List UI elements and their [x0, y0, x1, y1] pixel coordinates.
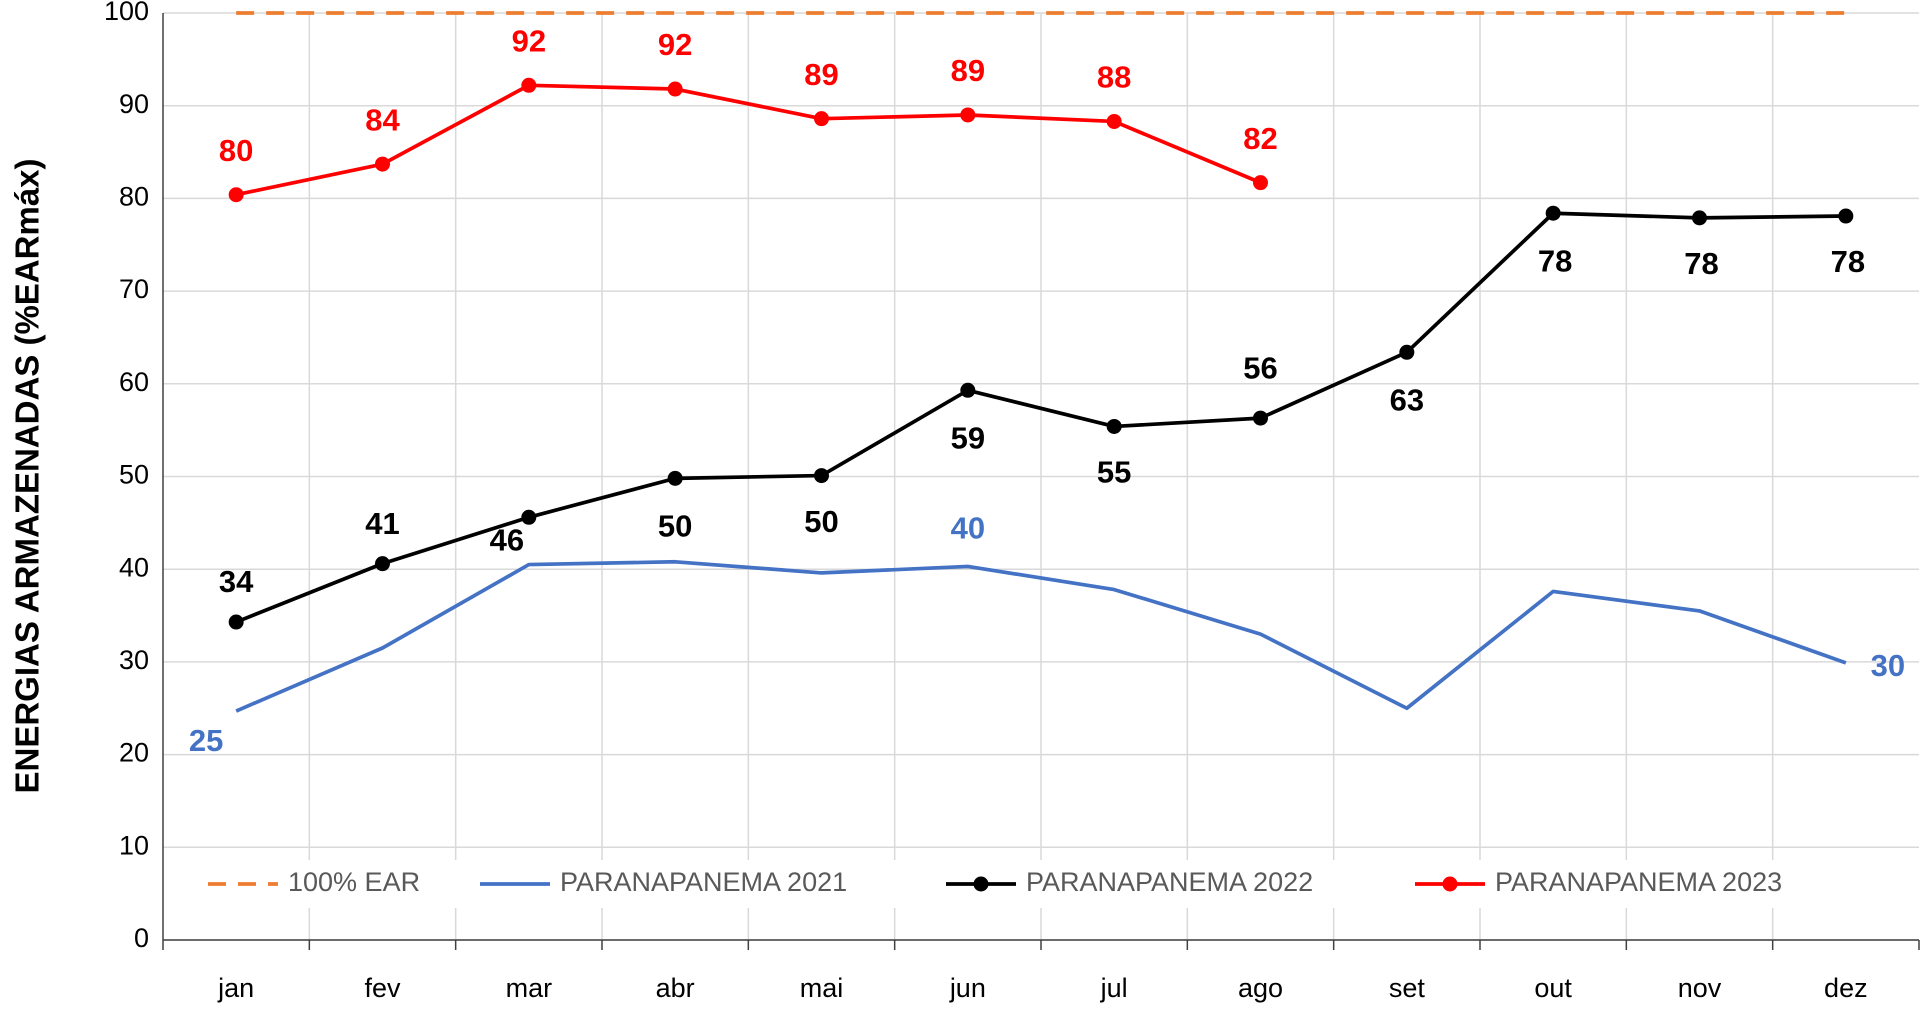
legend-marker: [1442, 876, 1458, 892]
x-tick-label: fev: [364, 973, 401, 1003]
marker: [1106, 418, 1122, 434]
x-tick-label: jul: [1100, 973, 1128, 1003]
data-label: 78: [1684, 246, 1718, 281]
marker: [814, 468, 829, 484]
data-label: 55: [1097, 455, 1131, 490]
marker: [228, 614, 244, 630]
x-tick-label: mar: [506, 973, 553, 1003]
y-tick-label: 60: [119, 367, 149, 397]
marker: [375, 156, 390, 172]
data-label: 34: [219, 564, 254, 599]
legend-label: PARANAPANEMA 2021: [560, 867, 847, 897]
marker: [960, 107, 976, 123]
marker: [1253, 175, 1268, 191]
x-tick-label: out: [1534, 973, 1572, 1003]
x-tick-label: jan: [217, 973, 254, 1003]
legend-label: PARANAPANEMA 2023: [1495, 867, 1782, 897]
data-label: 84: [365, 102, 400, 137]
series-line: [235, 211, 1846, 624]
y-tick-label: 40: [119, 552, 149, 582]
y-tick-label: 70: [119, 274, 149, 304]
data-label: 50: [804, 504, 838, 539]
data-label: 88: [1097, 60, 1131, 95]
data-label: 78: [1538, 243, 1572, 278]
data-label: 92: [512, 23, 546, 58]
legend-label: PARANAPANEMA 2022: [1026, 867, 1313, 897]
data-label: 56: [1243, 350, 1277, 385]
series-line: [235, 83, 1262, 197]
marker: [667, 81, 683, 97]
data-label: 89: [804, 57, 838, 92]
marker: [814, 111, 829, 127]
y-tick-label: 30: [119, 645, 149, 675]
y-axis-title: ENERGIAS ARMAZENADAS (%EARmáx): [9, 158, 46, 793]
x-tick-label: mai: [800, 973, 844, 1003]
data-label: 30: [1871, 648, 1905, 683]
data-label: 46: [490, 522, 524, 557]
data-label: 78: [1831, 244, 1865, 279]
series-line: [235, 559, 1847, 713]
marker: [1838, 208, 1854, 224]
x-tick-label: set: [1389, 973, 1426, 1003]
y-tick-label: 90: [119, 89, 149, 119]
x-tick-label: abr: [656, 973, 695, 1003]
data-label: 59: [951, 420, 985, 455]
data-label: 63: [1390, 382, 1424, 417]
legend-label: 100% EAR: [288, 867, 420, 897]
y-tick-label: 20: [119, 738, 149, 768]
x-tick-label: ago: [1238, 973, 1283, 1003]
data-label: 40: [951, 511, 985, 546]
data-label: 80: [219, 133, 253, 168]
data-label: 25: [189, 723, 223, 758]
y-tick-label: 0: [134, 923, 149, 953]
x-tick-label: dez: [1824, 973, 1868, 1003]
marker: [1545, 205, 1561, 221]
marker: [960, 382, 976, 398]
data-label: 82: [1243, 121, 1277, 156]
marker: [1253, 410, 1268, 426]
marker: [1692, 210, 1707, 226]
x-tick-label: jun: [949, 973, 986, 1003]
marker: [667, 470, 683, 486]
marker: [228, 187, 244, 203]
marker: [1106, 113, 1122, 129]
marker: [521, 77, 537, 93]
x-tick-label: nov: [1678, 973, 1722, 1003]
legend-box: [195, 860, 1845, 908]
legend-marker: [973, 876, 989, 892]
marker: [375, 556, 390, 572]
y-tick-label: 80: [119, 182, 149, 212]
y-tick-label: 100: [104, 0, 149, 26]
y-tick-label: 10: [119, 830, 149, 860]
data-label: 41: [365, 506, 399, 541]
marker: [1399, 344, 1415, 360]
y-tick-label: 50: [119, 460, 149, 490]
marker: [521, 509, 537, 525]
data-label: 92: [658, 27, 692, 62]
data-label: 89: [951, 53, 985, 88]
data-label: 50: [658, 509, 692, 544]
